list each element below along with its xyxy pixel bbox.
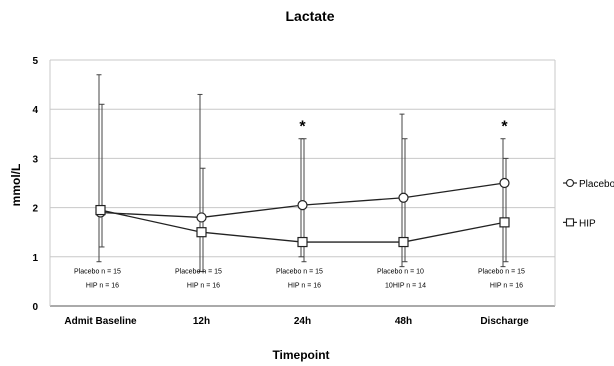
plot-area: 0 1 2 3 4 5 Admit Baseline 12h 24h 48h Discharge * *… (32, 56, 614, 327)
sample-size-note: HIP n = 16 (288, 282, 321, 289)
data-point-hip (196, 227, 207, 238)
data-point-placebo (398, 192, 409, 203)
data-point-placebo (196, 212, 207, 223)
x-tick-label: 24h (294, 316, 311, 327)
y-tick-label: 5 (32, 56, 38, 67)
x-axis-label: Timepoint (272, 348, 329, 362)
legend-label: Placebo (579, 179, 614, 190)
chart-title: Lactate (285, 8, 334, 24)
sample-size-note: 10HIP n = 14 (385, 282, 426, 289)
sample-size-note: Placebo n = 15 (276, 269, 323, 276)
data-point-placebo (297, 200, 308, 211)
x-tick-label: 48h (395, 316, 412, 327)
sample-size-note: HIP n = 16 (187, 282, 220, 289)
x-tick-label: 12h (193, 316, 210, 327)
sample-size-note: HIP n = 16 (490, 282, 523, 289)
significance-marker: * (501, 118, 508, 135)
data-point-hip (398, 236, 409, 248)
significance-marker: * (299, 118, 306, 135)
data-point-placebo (499, 177, 510, 189)
y-tick-label: 2 (32, 204, 38, 215)
legend-marker (565, 178, 575, 188)
sample-size-note: Placebo n = 15 (74, 269, 121, 276)
y-tick-label: 1 (32, 253, 38, 264)
data-point-hip (297, 236, 308, 248)
sample-size-note: HIP n = 16 (86, 282, 119, 289)
x-tick-label: Discharge (480, 316, 529, 327)
y-axis-label: mmol/L (9, 164, 23, 207)
sample-size-note: Placebo n = 15 (175, 269, 222, 276)
data-point-hip (95, 204, 106, 216)
x-tick-label: Admit Baseline (64, 316, 137, 327)
data-point-hip (499, 217, 510, 228)
y-tick-label: 4 (32, 105, 38, 116)
legend-label: HIP (579, 218, 596, 229)
legend-marker (565, 218, 575, 227)
y-tick-label: 3 (32, 154, 38, 165)
sample-size-note: Placebo n = 10 (377, 269, 424, 276)
y-tick-label: 0 (32, 302, 38, 313)
sample-size-note: Placebo n = 15 (478, 269, 525, 276)
